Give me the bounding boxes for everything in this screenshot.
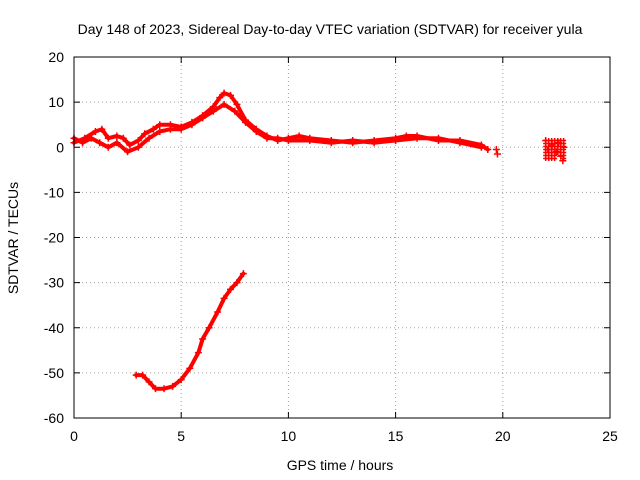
y-tick-label: -10 bbox=[44, 184, 64, 200]
series-trace bbox=[72, 102, 484, 154]
series-late-cluster bbox=[542, 136, 568, 165]
y-tick-label: 0 bbox=[56, 139, 64, 155]
data-point-marker bbox=[434, 134, 442, 142]
data-point-marker bbox=[493, 150, 501, 158]
y-tick-label: -50 bbox=[44, 365, 64, 381]
data-point-marker bbox=[169, 382, 177, 390]
series-upper-trace-a bbox=[70, 89, 492, 154]
data-point-marker bbox=[119, 134, 127, 142]
data-point-marker bbox=[233, 100, 241, 108]
data-point-marker bbox=[132, 371, 140, 379]
data-point-marker bbox=[231, 107, 239, 115]
data-point-marker bbox=[252, 127, 260, 135]
x-axis-label: GPS time / hours bbox=[287, 457, 394, 473]
data-point-marker bbox=[284, 136, 292, 144]
data-point-marker bbox=[477, 143, 485, 151]
data-point-marker bbox=[124, 148, 132, 156]
y-tick-label: 20 bbox=[48, 49, 64, 65]
y-tick-label: -60 bbox=[44, 410, 64, 426]
data-point-marker bbox=[349, 136, 357, 144]
data-point-marker bbox=[151, 385, 159, 393]
data-point-marker bbox=[156, 121, 164, 129]
data-point-marker bbox=[104, 143, 112, 151]
data-point-marker bbox=[79, 139, 87, 147]
data-point-marker bbox=[126, 141, 134, 149]
data-point-marker bbox=[186, 364, 194, 372]
x-tick-label: 5 bbox=[177, 428, 185, 444]
data-point-marker bbox=[177, 125, 185, 133]
chart-title: Day 148 of 2023, Sidereal Day-to-day VTE… bbox=[78, 21, 583, 37]
data-point-marker bbox=[113, 139, 121, 147]
tick-layer: 0 5 10 15 20 25 -60 -50 -40 -30 -20 -10 0 10 20 bbox=[44, 49, 618, 444]
y-tick-label: -30 bbox=[44, 275, 64, 291]
y-tick-label: -40 bbox=[44, 320, 64, 336]
series-layer bbox=[70, 89, 568, 393]
data-point-marker bbox=[134, 136, 142, 144]
data-point-marker bbox=[199, 335, 207, 343]
data-point-marker bbox=[552, 155, 558, 161]
data-point-marker bbox=[263, 134, 271, 142]
data-point-marker bbox=[561, 155, 567, 161]
data-point-marker bbox=[209, 107, 217, 115]
data-point-marker bbox=[188, 121, 196, 129]
x-tick-label: 20 bbox=[495, 428, 511, 444]
data-point-marker bbox=[242, 118, 250, 126]
data-point-marker bbox=[295, 132, 303, 140]
data-point-marker bbox=[194, 349, 202, 357]
data-point-marker bbox=[199, 114, 207, 122]
data-point-marker bbox=[113, 132, 121, 140]
data-point-marker bbox=[177, 376, 185, 384]
data-point-marker bbox=[456, 139, 464, 147]
data-point-marker bbox=[327, 139, 335, 147]
data-point-marker bbox=[233, 279, 241, 287]
series-trace bbox=[72, 91, 490, 152]
grid-layer bbox=[74, 57, 610, 418]
data-point-marker bbox=[87, 134, 95, 142]
y-axis-label: SDTVAR / TECUs bbox=[5, 182, 21, 294]
data-point-marker bbox=[91, 127, 99, 135]
series-isolated-points bbox=[492, 146, 501, 158]
data-point-marker bbox=[145, 378, 153, 386]
data-point-marker bbox=[166, 125, 174, 133]
data-point-marker bbox=[149, 125, 157, 133]
data-point-marker bbox=[413, 134, 421, 142]
data-point-marker bbox=[145, 134, 153, 142]
data-point-marker bbox=[205, 324, 213, 332]
data-point-marker bbox=[134, 143, 142, 151]
data-point-marker bbox=[214, 308, 222, 316]
data-point-marker bbox=[220, 100, 228, 108]
x-tick-label: 15 bbox=[388, 428, 404, 444]
x-tick-label: 25 bbox=[602, 428, 618, 444]
data-point-marker bbox=[274, 134, 282, 142]
data-point-marker bbox=[492, 146, 500, 154]
data-point-marker bbox=[141, 130, 149, 138]
data-point-marker bbox=[216, 94, 224, 102]
data-point-marker bbox=[306, 136, 314, 144]
data-point-marker bbox=[484, 146, 492, 154]
data-point-marker bbox=[98, 125, 106, 133]
x-tick-label: 10 bbox=[281, 428, 297, 444]
y-tick-label: -20 bbox=[44, 230, 64, 246]
data-point-marker bbox=[239, 270, 247, 278]
data-point-marker bbox=[392, 136, 400, 144]
y-tick-label: 10 bbox=[48, 94, 64, 110]
data-point-marker bbox=[96, 139, 104, 147]
data-point-marker bbox=[227, 91, 235, 99]
data-point-marker bbox=[227, 285, 235, 293]
data-point-marker bbox=[104, 134, 112, 142]
data-point-marker bbox=[156, 127, 164, 135]
data-point-marker bbox=[139, 371, 147, 379]
data-point-marker bbox=[220, 89, 228, 97]
data-point-marker bbox=[370, 139, 378, 147]
data-point-marker bbox=[160, 385, 168, 393]
data-point-marker bbox=[220, 294, 228, 302]
series-lower-trace bbox=[132, 270, 247, 393]
series-trace bbox=[134, 271, 246, 391]
x-tick-label: 0 bbox=[70, 428, 78, 444]
series-upper-trace-b bbox=[70, 100, 485, 156]
